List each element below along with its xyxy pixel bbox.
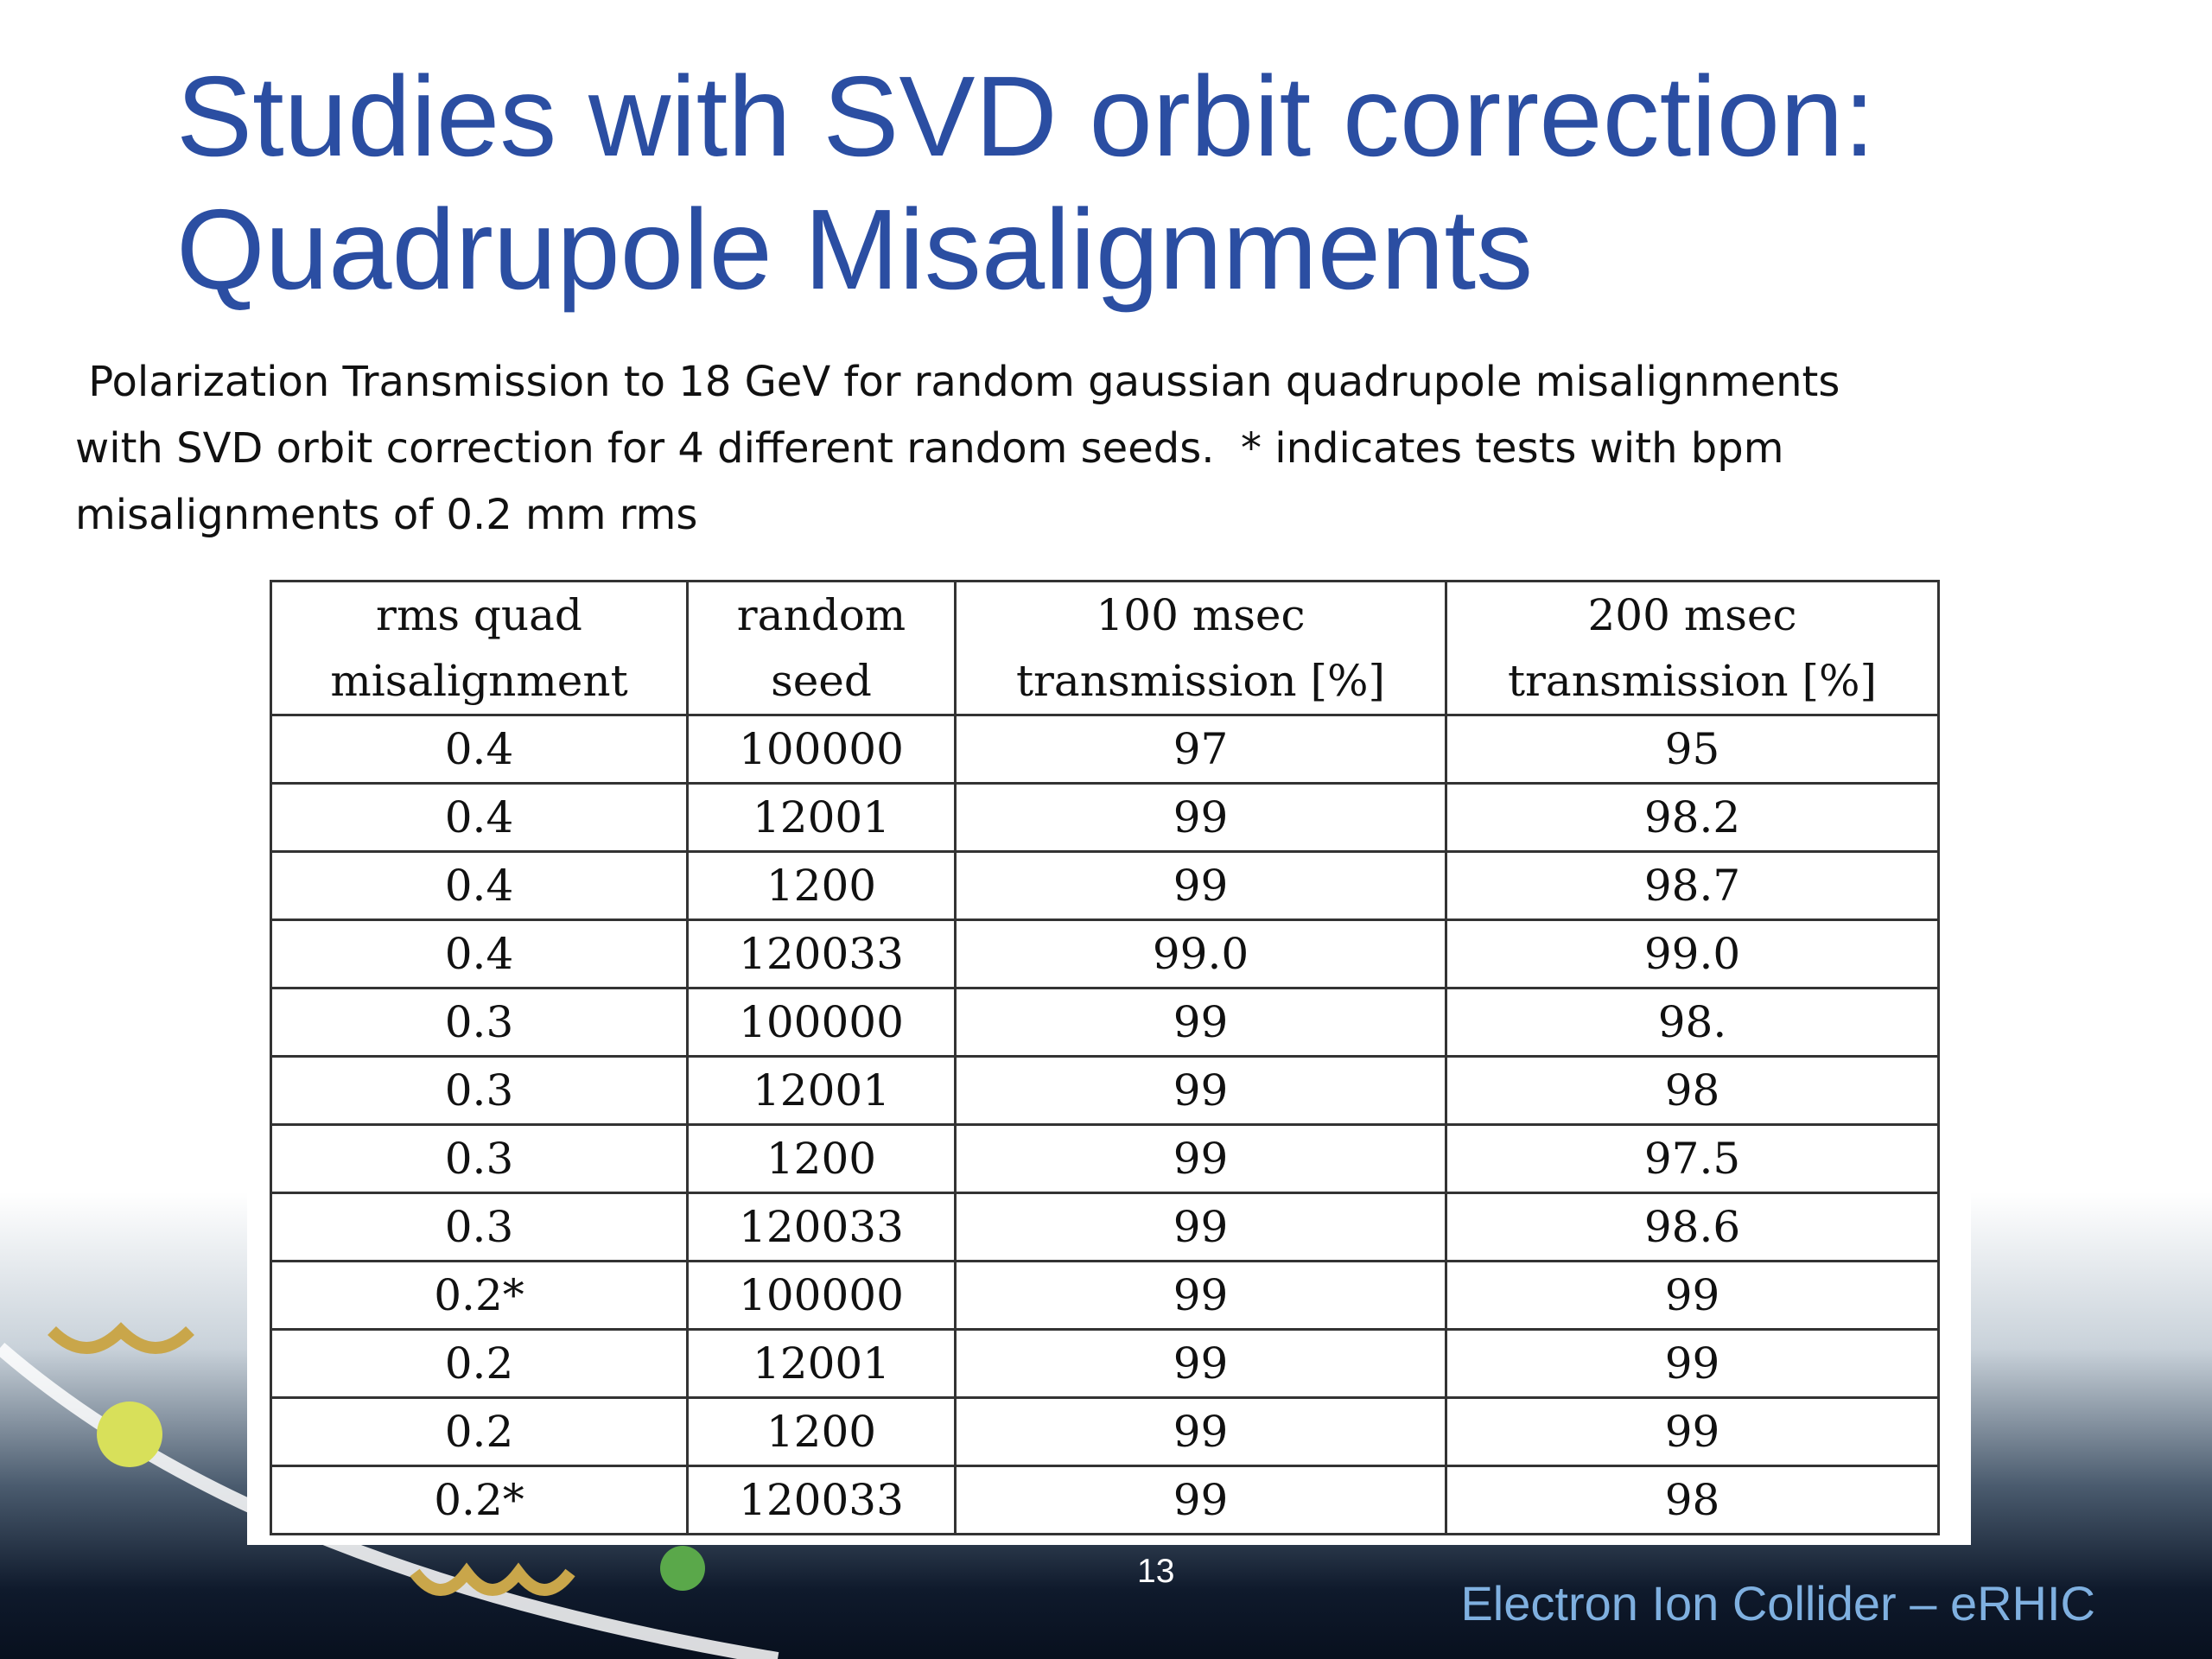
header-line: 100 msec bbox=[1096, 590, 1306, 640]
table-cell: 99 bbox=[954, 850, 1447, 921]
table-row: 0.2* 120033 99 98 bbox=[270, 1465, 1940, 1535]
table-cell: 99 bbox=[1445, 1396, 1940, 1467]
table-row: 0.4 1200 99 98.7 bbox=[270, 850, 1940, 921]
column-header: random seed bbox=[686, 580, 957, 716]
table-cell: 99 bbox=[954, 987, 1447, 1058]
table-cell: 0.3 bbox=[270, 1055, 689, 1126]
header-row: rms quad misalignment random seed 100 msec tr… bbox=[270, 580, 1940, 716]
table-cell: 1200 bbox=[686, 1123, 957, 1194]
table-cell: 12001 bbox=[686, 1055, 957, 1126]
header-line: 200 msec bbox=[1587, 590, 1797, 640]
header-line: misalignment bbox=[330, 656, 628, 706]
sphere bbox=[660, 1546, 705, 1591]
table-row: 0.2 12001 99 99 bbox=[270, 1328, 1940, 1399]
table-cell: 95 bbox=[1445, 714, 1940, 785]
table-cell: 99.0 bbox=[954, 918, 1447, 989]
data-table: rms quad misalignment random seed 100 msec tr… bbox=[270, 580, 1940, 1535]
description: Polarization Transmission to 18 GeV for … bbox=[75, 349, 1840, 549]
table-cell: 97.5 bbox=[1445, 1123, 1940, 1194]
table-cell: 98.6 bbox=[1445, 1192, 1940, 1262]
table-cell: 0.4 bbox=[270, 714, 689, 785]
table-cell: 0.2 bbox=[270, 1396, 689, 1467]
column-header: 200 msec transmission [%] bbox=[1445, 580, 1940, 716]
table-cell: 100000 bbox=[686, 1260, 957, 1331]
header-line: random bbox=[736, 590, 906, 640]
table-cell: 0.3 bbox=[270, 1192, 689, 1262]
description-line: with SVD orbit correction for 4 differen… bbox=[75, 424, 1784, 473]
page-number: 13 bbox=[1137, 1553, 1175, 1590]
table-row: 0.3 120033 99 98.6 bbox=[270, 1192, 1940, 1262]
table-cell: 99 bbox=[1445, 1260, 1940, 1331]
table-cell: 99.0 bbox=[1445, 918, 1940, 989]
table-cell: 99 bbox=[954, 1192, 1447, 1262]
table-cell: 0.4 bbox=[270, 918, 689, 989]
table-cell: 99 bbox=[954, 782, 1447, 853]
table-cell: 0.2* bbox=[270, 1260, 689, 1331]
table-cell: 0.3 bbox=[270, 1123, 689, 1194]
table-row: 0.3 12001 99 98 bbox=[270, 1055, 1940, 1126]
table-cell: 1200 bbox=[686, 1396, 957, 1467]
table-row: 0.2 1200 99 99 bbox=[270, 1396, 1940, 1467]
title-line: Quadrupole Misalignments bbox=[176, 186, 1534, 313]
table-row: 0.4 12001 99 98.2 bbox=[270, 782, 1940, 853]
description-line: misalignments of 0.2 mm rms bbox=[75, 491, 698, 539]
table-cell: 99 bbox=[954, 1260, 1447, 1331]
coil bbox=[48, 1322, 194, 1354]
table-cell: 120033 bbox=[686, 1465, 957, 1535]
table-row: 0.4 100000 97 95 bbox=[270, 714, 1940, 785]
table-cell: 12001 bbox=[686, 1328, 957, 1399]
table-body: 0.4 100000 97 95 0.4 12001 99 98.2 0.4 1200 99 98.7… bbox=[270, 714, 1940, 1535]
table-cell: 98.2 bbox=[1445, 782, 1940, 853]
table-row: 0.4 120033 99.0 99.0 bbox=[270, 918, 1940, 989]
header-line: seed bbox=[771, 656, 872, 706]
footer-text: Electron Ion Collider – eRHIC bbox=[1460, 1576, 2095, 1630]
table-cell: 120033 bbox=[686, 918, 957, 989]
header-line: rms quad bbox=[376, 590, 582, 640]
sphere bbox=[97, 1402, 162, 1467]
title-line: Studies with SVD orbit correction: bbox=[176, 53, 1876, 180]
table-cell: 120033 bbox=[686, 1192, 957, 1262]
table-cell: 97 bbox=[954, 714, 1447, 785]
table-cell: 0.2* bbox=[270, 1465, 689, 1535]
slide-title: Studies with SVD orbit correction: Quadru… bbox=[176, 50, 1875, 316]
table-cell: 99 bbox=[954, 1328, 1447, 1399]
table-cell: 99 bbox=[1445, 1328, 1940, 1399]
table-cell: 99 bbox=[954, 1123, 1447, 1194]
column-header: 100 msec transmission [%] bbox=[954, 580, 1447, 716]
table-cell: 98 bbox=[1445, 1465, 1940, 1535]
column-header: rms quad misalignment bbox=[270, 580, 689, 716]
table-cell: 99 bbox=[954, 1465, 1447, 1535]
table-row: 0.3 100000 99 98. bbox=[270, 987, 1940, 1058]
table-cell: 0.4 bbox=[270, 850, 689, 921]
header-line: transmission [%] bbox=[1507, 656, 1878, 706]
table-cell: 98. bbox=[1445, 987, 1940, 1058]
table-cell: 98 bbox=[1445, 1055, 1940, 1126]
table-cell: 0.2 bbox=[270, 1328, 689, 1399]
table-cell: 99 bbox=[954, 1055, 1447, 1126]
table-cell: 1200 bbox=[686, 850, 957, 921]
table-cell: 98.7 bbox=[1445, 850, 1940, 921]
table-cell: 100000 bbox=[686, 714, 957, 785]
table-cell: 0.3 bbox=[270, 987, 689, 1058]
coil bbox=[410, 1562, 575, 1596]
table-cell: 99 bbox=[954, 1396, 1447, 1467]
table-row: 0.3 1200 99 97.5 bbox=[270, 1123, 1940, 1194]
table-cell: 0.4 bbox=[270, 782, 689, 853]
header-line: transmission [%] bbox=[1015, 656, 1386, 706]
description-line: Polarization Transmission to 18 GeV for … bbox=[75, 358, 1840, 406]
table-row: 0.2* 100000 99 99 bbox=[270, 1260, 1940, 1331]
table-cell: 100000 bbox=[686, 987, 957, 1058]
table-cell: 12001 bbox=[686, 782, 957, 853]
